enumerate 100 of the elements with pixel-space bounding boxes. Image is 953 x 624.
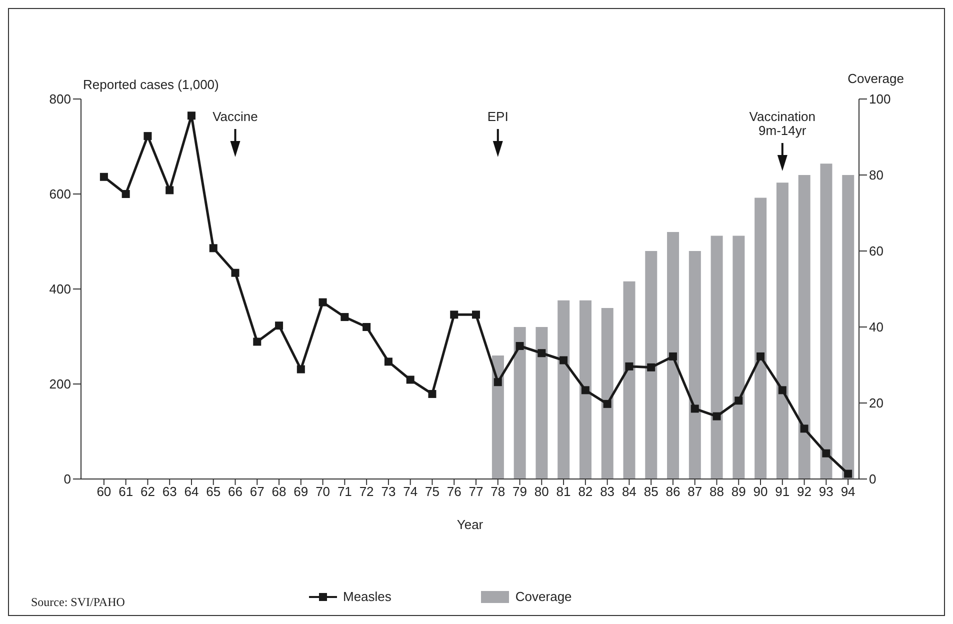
point bbox=[253, 338, 262, 346]
annotation: EPI bbox=[487, 109, 508, 124]
y-axis-title: Reported cases (1,000) bbox=[83, 77, 219, 92]
y2-tick-label: 0 bbox=[869, 472, 876, 487]
x-tick-label: 73 bbox=[381, 484, 396, 500]
x-tick-label: 64 bbox=[184, 484, 199, 500]
bar bbox=[601, 308, 614, 479]
x-tick-label: 83 bbox=[600, 484, 615, 500]
x-tick-label: 86 bbox=[666, 484, 680, 500]
point bbox=[800, 424, 808, 433]
point bbox=[296, 365, 305, 374]
x-tick-label: 81 bbox=[556, 484, 571, 500]
point bbox=[844, 470, 852, 478]
bar bbox=[732, 236, 745, 479]
point bbox=[734, 396, 743, 405]
point bbox=[603, 400, 612, 408]
point bbox=[756, 352, 765, 360]
x-tick-label: 77 bbox=[468, 484, 484, 500]
bar bbox=[579, 300, 592, 479]
x-tick-label: 65 bbox=[206, 484, 221, 500]
x-tick-label: 78 bbox=[490, 484, 506, 500]
point bbox=[384, 358, 392, 366]
bar bbox=[536, 327, 548, 479]
bar bbox=[645, 251, 658, 479]
x-tick-label: 75 bbox=[424, 484, 440, 500]
x-tick-label: 60 bbox=[96, 484, 112, 500]
x-tick-label: 79 bbox=[512, 484, 528, 500]
y2-axis-title: Coverage bbox=[848, 71, 904, 86]
bar bbox=[623, 281, 636, 479]
x-tick-label: 93 bbox=[818, 484, 834, 500]
x-tick-label: 67 bbox=[250, 484, 264, 500]
x-tick-label: 72 bbox=[359, 484, 374, 500]
x-tick-label: 76 bbox=[446, 484, 462, 500]
point bbox=[494, 378, 502, 386]
x-tick-label: 63 bbox=[162, 484, 177, 500]
x-tick-label: 69 bbox=[294, 484, 308, 500]
y-tick-label: 200 bbox=[49, 376, 71, 392]
y2-tick-label: 20 bbox=[869, 396, 884, 411]
y2-tick-label: 100 bbox=[869, 92, 891, 107]
point bbox=[318, 298, 327, 306]
bar bbox=[514, 327, 526, 479]
x-tick-label: 92 bbox=[797, 484, 812, 500]
point bbox=[100, 172, 108, 181]
bar bbox=[492, 356, 504, 479]
y2-tick-label: 40 bbox=[869, 320, 884, 335]
point bbox=[144, 132, 152, 140]
y2-tick-label: 80 bbox=[869, 168, 884, 183]
x-tick-label: 90 bbox=[753, 484, 768, 500]
legend-label: Measles bbox=[343, 589, 392, 604]
point bbox=[581, 386, 590, 394]
point bbox=[822, 449, 830, 458]
x-tick-label: 62 bbox=[140, 484, 155, 500]
x-tick-label: 87 bbox=[688, 484, 702, 500]
x-tick-label: 88 bbox=[710, 484, 724, 500]
x-tick-label: 94 bbox=[840, 484, 856, 500]
point bbox=[166, 186, 174, 194]
point bbox=[625, 362, 634, 370]
point bbox=[690, 404, 699, 413]
x-tick-label: 74 bbox=[403, 484, 418, 500]
bar bbox=[798, 175, 810, 479]
y-tick-label: 600 bbox=[49, 186, 71, 202]
point bbox=[428, 390, 436, 398]
x-tick-label: 84 bbox=[622, 484, 636, 500]
source-note: Source: SVI/PAHO bbox=[31, 595, 125, 610]
x-tick-label: 61 bbox=[118, 484, 134, 500]
x-tick-label: 71 bbox=[337, 484, 352, 500]
bar bbox=[754, 198, 767, 479]
bar bbox=[842, 175, 854, 479]
point bbox=[450, 310, 458, 319]
point bbox=[340, 313, 349, 322]
bar bbox=[710, 236, 723, 479]
point bbox=[516, 342, 524, 350]
legend-label: Coverage bbox=[515, 589, 572, 604]
point bbox=[712, 412, 721, 420]
point bbox=[231, 268, 240, 277]
x-tick-label: 66 bbox=[228, 484, 242, 500]
point bbox=[209, 244, 218, 252]
bar bbox=[776, 182, 788, 479]
point bbox=[560, 356, 568, 364]
x-tick-label: 80 bbox=[534, 484, 549, 500]
y-tick-label: 400 bbox=[49, 282, 71, 297]
point bbox=[406, 376, 414, 384]
point bbox=[275, 322, 284, 330]
x-tick-label: 91 bbox=[775, 484, 790, 500]
bar bbox=[688, 251, 701, 479]
bar bbox=[667, 232, 680, 479]
bar bbox=[820, 164, 832, 479]
point bbox=[362, 323, 371, 331]
point bbox=[187, 112, 196, 120]
annotation: Vaccine bbox=[212, 109, 258, 124]
y-tick-label: 800 bbox=[49, 92, 71, 107]
point bbox=[122, 190, 130, 198]
x-tick-label: 82 bbox=[578, 484, 593, 500]
x-axis-title: Year bbox=[456, 517, 484, 532]
x-tick-label: 89 bbox=[731, 484, 746, 500]
x-tick-label: 85 bbox=[644, 484, 658, 500]
point bbox=[538, 349, 546, 358]
point bbox=[472, 310, 480, 319]
x-tick-label: 70 bbox=[316, 484, 330, 500]
bar bbox=[558, 300, 570, 479]
